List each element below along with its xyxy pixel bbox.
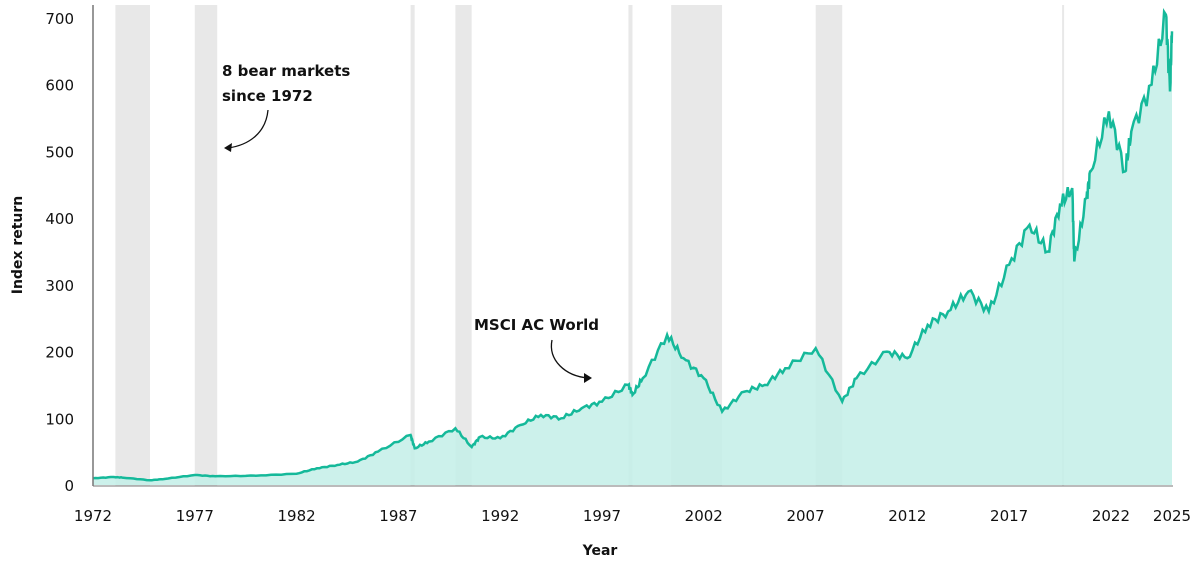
x-tick-label: 1982	[277, 507, 315, 525]
series-line	[92, 8, 1174, 482]
x-tick-label: 1987	[379, 507, 417, 525]
x-tick-label: 1992	[481, 507, 519, 525]
bear-market-band-3	[455, 5, 472, 486]
bear-arrowhead-icon	[224, 143, 232, 152]
bear-annotation-line2: since 1972	[222, 87, 313, 105]
x-tick-label: 1972	[74, 507, 112, 525]
y-tick-label: 700	[45, 10, 74, 28]
series-annotation-arrow	[550, 339, 589, 379]
series-annotation: MSCI AC World	[474, 316, 599, 334]
bear-market-band-0	[115, 5, 151, 486]
series-arrowhead-icon	[584, 373, 592, 383]
x-tick-label: 2025	[1153, 507, 1191, 525]
x-tick-label: 2012	[888, 507, 926, 525]
y-tick-label: 300	[45, 277, 74, 295]
bear-annotation-line1: 8 bear markets	[222, 62, 350, 80]
y-tick-label: 400	[45, 210, 74, 228]
x-tick-label: 1997	[583, 507, 621, 525]
bear-market-band-2	[410, 5, 415, 486]
y-tick-label: 500	[45, 143, 74, 161]
x-axis-label: Year	[582, 543, 618, 559]
y-axis-label: Index return	[10, 196, 26, 295]
x-tick-label: 1977	[176, 507, 214, 525]
bear-annotation-arrow	[227, 109, 269, 149]
bear-market-band-4	[628, 5, 633, 486]
x-tick-label: 2022	[1092, 507, 1130, 525]
x-tick-label: 2002	[685, 507, 723, 525]
series-area	[93, 11, 1172, 486]
x-tick-label: 2017	[990, 507, 1028, 525]
y-tick-label: 0	[64, 477, 74, 495]
x-tick-label: 2007	[786, 507, 824, 525]
y-tick-label: 100	[45, 410, 74, 428]
y-tick-label: 600	[45, 77, 74, 95]
bear-market-band-1	[194, 5, 218, 486]
y-tick-label: 200	[45, 344, 74, 362]
